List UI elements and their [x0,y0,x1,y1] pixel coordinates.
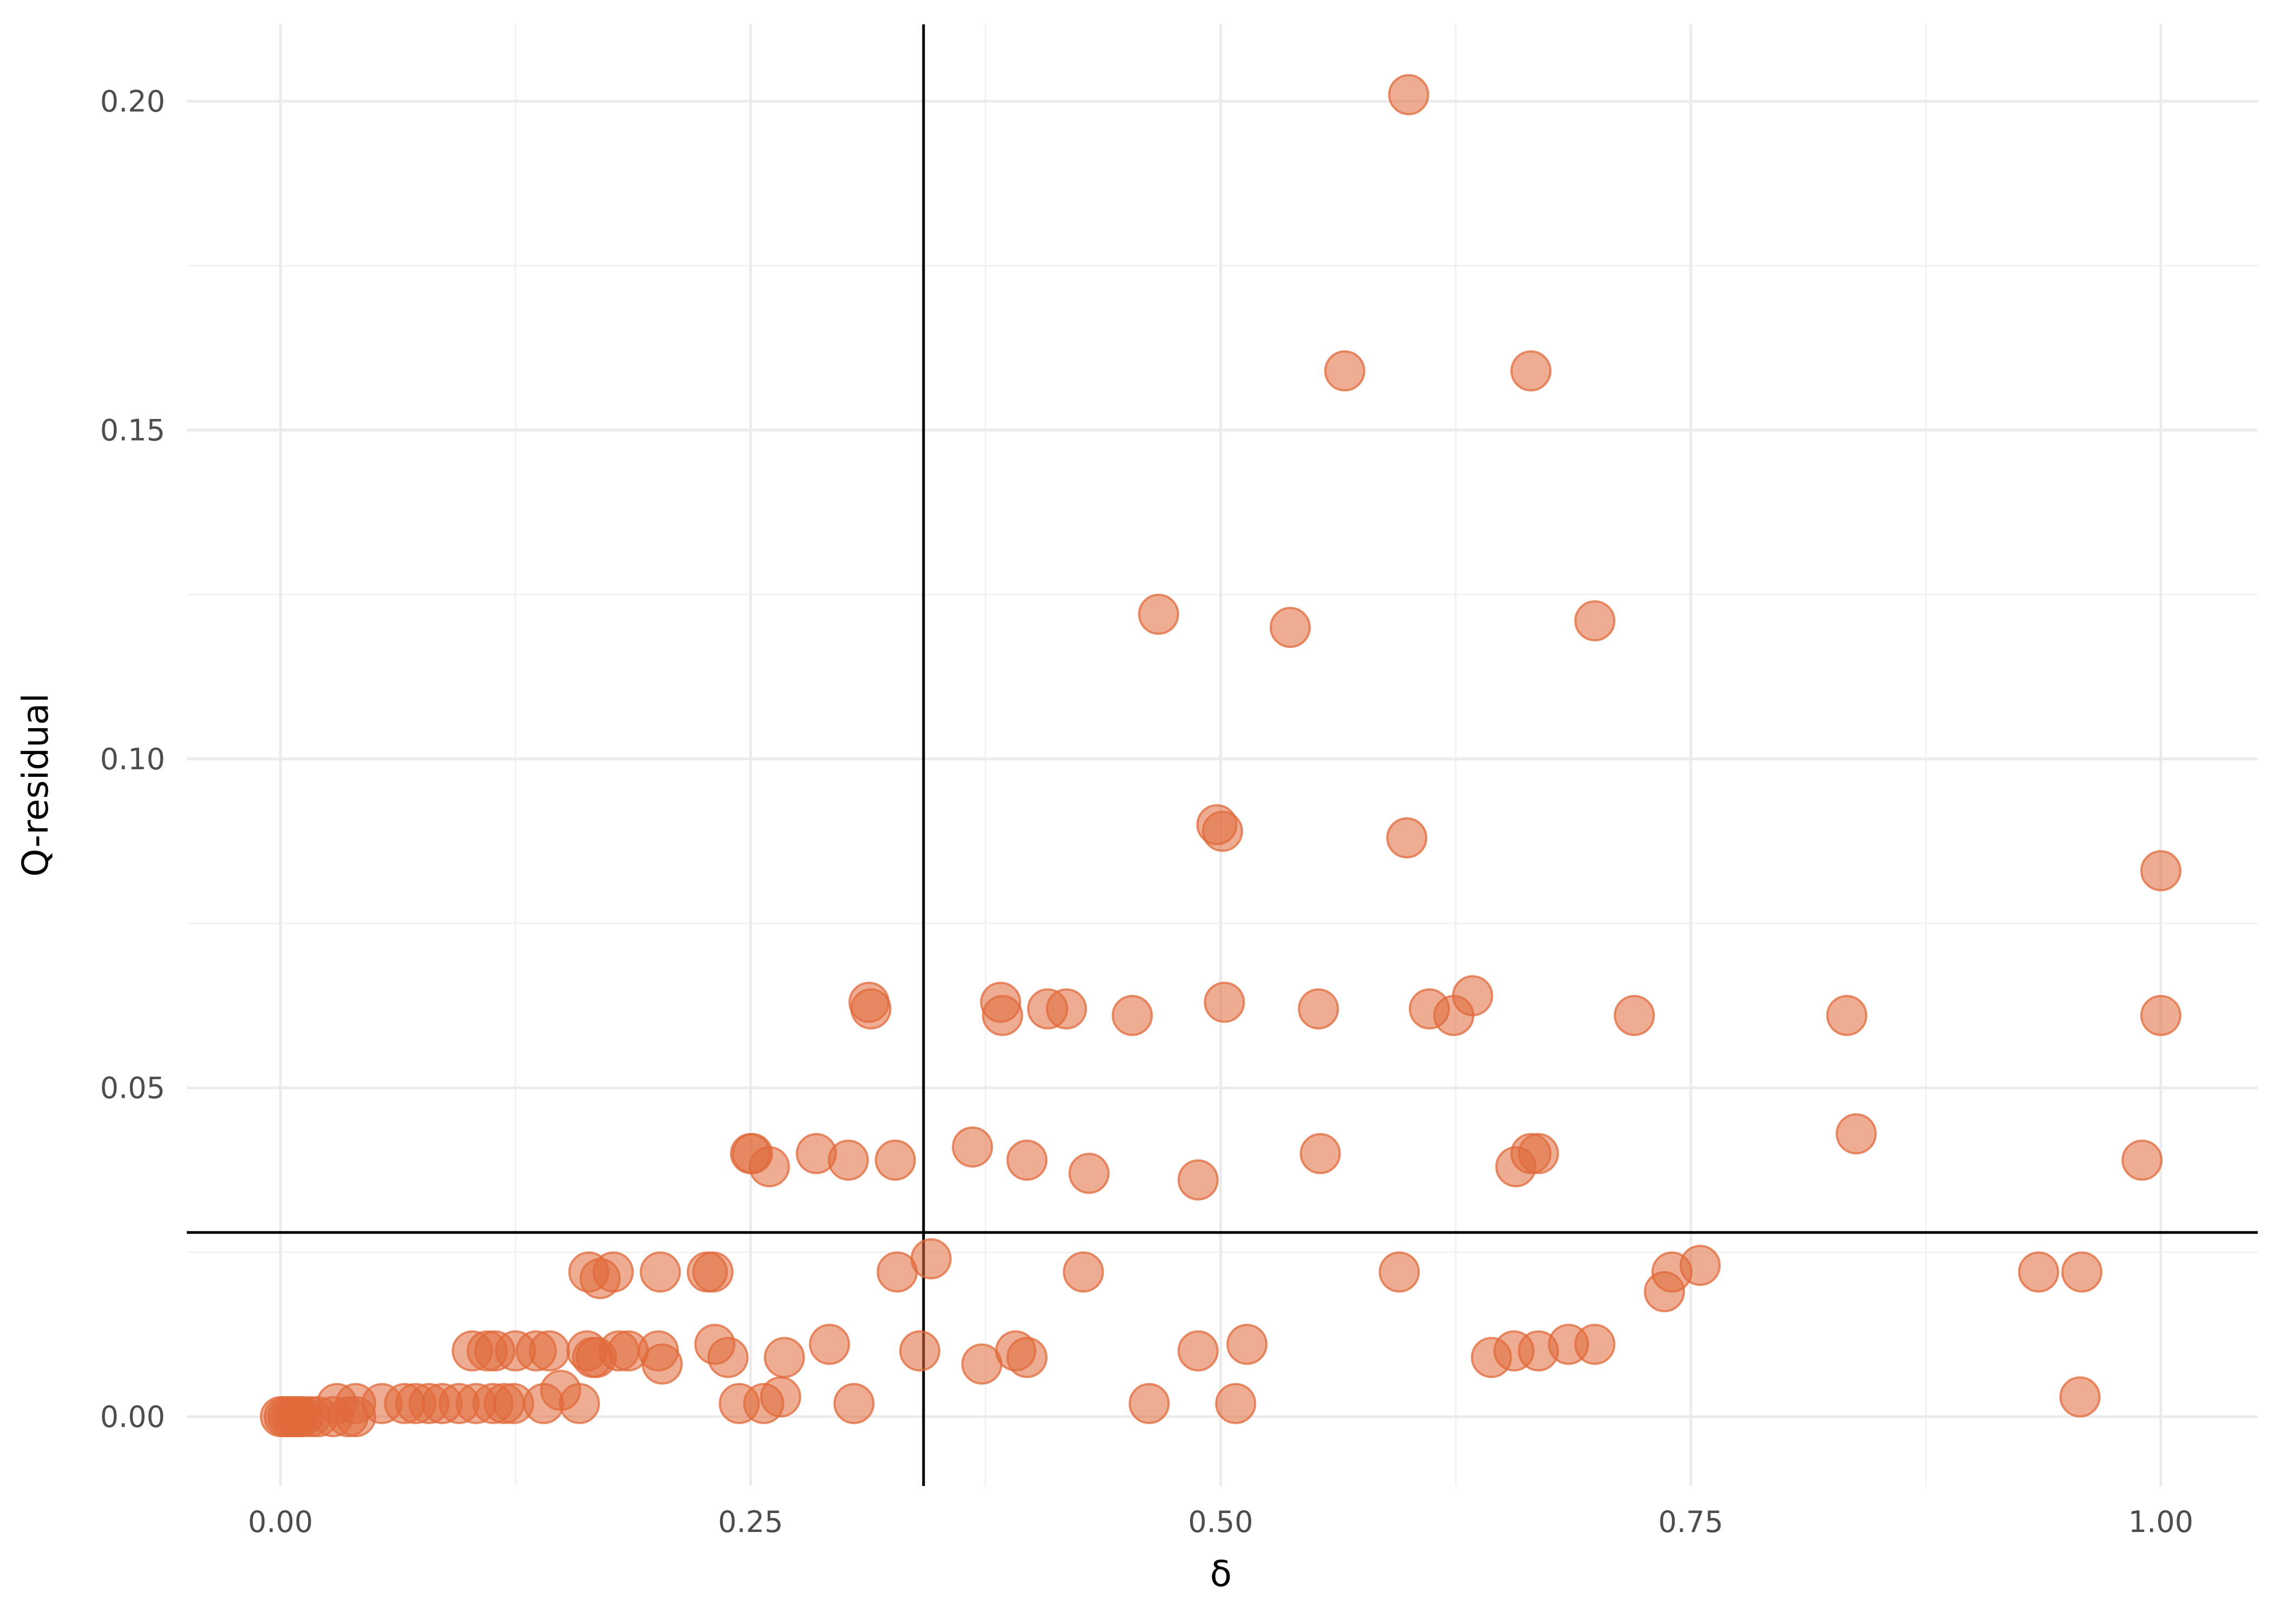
data-point [1518,1133,1559,1174]
grid-lines [187,24,2258,1486]
data-point [1298,988,1339,1030]
y-tick-label: 0.00 [100,1400,165,1434]
x-tick-label: 1.00 [2128,1505,2193,1539]
data-point [1388,74,1429,115]
data-point [1835,1113,1877,1155]
data-point [1826,994,1868,1036]
y-tick-label: 0.20 [100,84,165,119]
x-axis-ticks: 0.00 0.25 0.50 0.75 1.00 [248,1505,2193,1539]
data-point [2059,1376,2101,1418]
data-point [982,994,1023,1036]
data-point [528,1330,570,1372]
data-point [1378,1251,1420,1293]
data-point [1613,994,1655,1036]
data-point [910,1238,952,1280]
y-tick-label: 0.05 [100,1071,165,1105]
y-axis-title: Q-residual [15,693,56,876]
data-point [748,1146,790,1188]
data-point [1270,607,1311,648]
data-point [1062,1251,1104,1293]
data-point [1680,1245,1721,1286]
data-point [1006,1337,1048,1378]
data-point [1045,988,1087,1030]
data-point [899,1330,940,1372]
data-point [763,1337,805,1378]
data-point [2121,1140,2163,1181]
data-point [1128,1383,1170,1424]
data-points [260,74,2181,1437]
x-tick-label: 0.00 [248,1505,313,1539]
data-point [559,1383,600,1424]
data-point [827,1140,869,1181]
data-point [692,1251,734,1293]
x-axis-title: δ [1210,1553,1232,1595]
data-point [1138,593,1179,635]
data-point [1177,1159,1219,1201]
data-point [1201,810,1243,852]
data-point [1177,1330,1219,1372]
data-point [1324,350,1365,392]
data-point [1068,1152,1110,1194]
data-point [1386,817,1428,859]
data-point [639,1251,681,1293]
y-axis-ticks: 0.00 0.05 0.10 0.15 0.20 [100,84,165,1434]
data-point [335,1396,376,1437]
data-point [760,1376,801,1418]
data-point [1006,1140,1048,1181]
data-point [809,1324,851,1365]
data-point [2140,850,2181,892]
y-tick-label: 0.15 [100,414,165,448]
x-tick-label: 0.75 [1658,1505,1723,1539]
data-point [2061,1251,2103,1293]
data-point [1204,981,1245,1023]
data-point [850,988,892,1030]
x-tick-label: 0.25 [718,1505,783,1539]
x-tick-label: 0.50 [1188,1505,1253,1539]
data-point [1215,1383,1257,1424]
data-point [1574,1324,1616,1365]
data-point [952,1126,994,1168]
data-point [2018,1251,2060,1293]
data-point [1574,600,1616,641]
data-point [642,1343,683,1385]
data-point [1112,994,1153,1036]
data-point [1226,1324,1268,1365]
y-tick-label: 0.10 [100,742,165,776]
data-point [1299,1133,1341,1174]
data-point [1510,350,1552,392]
data-point [592,1251,634,1293]
data-point [874,1140,916,1181]
data-point [833,1383,875,1424]
data-point [2140,994,2181,1036]
data-point [707,1337,749,1378]
data-point [1452,975,1493,1017]
reference-lines [187,24,2258,1486]
